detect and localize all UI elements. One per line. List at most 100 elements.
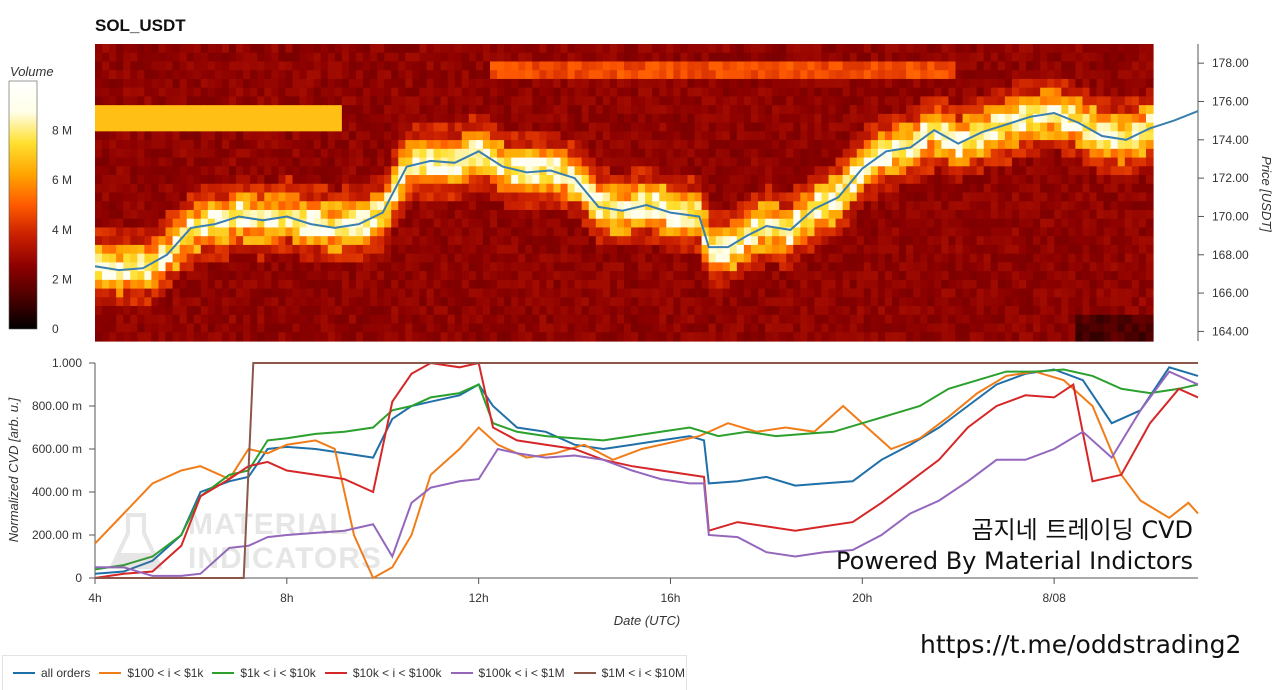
- heatmap-cell: [560, 209, 569, 220]
- heatmap-cell: [701, 306, 710, 316]
- heatmap-cell: [1103, 306, 1112, 316]
- heatmap-cell: [779, 122, 787, 132]
- heatmap-cell: [1103, 262, 1112, 272]
- heatmap-cell: [257, 236, 265, 246]
- heatmap-cell: [616, 288, 625, 298]
- heatmap-cell: [341, 262, 350, 272]
- heatmap-cell: [906, 44, 914, 54]
- heatmap-cell: [292, 61, 301, 71]
- heatmap-cell: [631, 87, 639, 98]
- heatmap-cell: [567, 175, 576, 185]
- heatmap-cell: [377, 192, 385, 202]
- heatmap-cell: [102, 271, 110, 281]
- heatmap-cell: [320, 218, 329, 229]
- heatmap-cell: [1011, 306, 1020, 316]
- heatmap-cell: [1040, 148, 1048, 159]
- heatmap-cell: [560, 218, 569, 229]
- heatmap-cell: [229, 52, 237, 63]
- heatmap-cell: [489, 253, 498, 263]
- heatmap-cell: [363, 288, 371, 298]
- heatmap-cell: [264, 323, 272, 333]
- heatmap-cell: [172, 332, 181, 342]
- heatmap-cell: [257, 44, 265, 54]
- heatmap-cell: [165, 297, 174, 307]
- heatmap-cell: [525, 61, 533, 71]
- heatmap-cell: [758, 332, 766, 342]
- heatmap-cell: [969, 314, 978, 325]
- heatmap-cell: [863, 236, 872, 246]
- heatmap-cell: [553, 306, 562, 316]
- heatmap-cell: [398, 96, 406, 106]
- heatmap-cell: [151, 140, 160, 150]
- heatmap-cell: [800, 175, 808, 185]
- heatmap-cell: [1075, 279, 1084, 290]
- heatmap-cell: [482, 131, 491, 141]
- heatmap-cell: [405, 61, 413, 71]
- heatmap-cell: [144, 148, 153, 159]
- heatmap-cell: [348, 227, 357, 237]
- heatmap-cell: [348, 323, 357, 333]
- heatmap-cell: [758, 122, 766, 132]
- heatmap-cell: [736, 122, 745, 132]
- heatmap-cell: [1033, 87, 1041, 98]
- heatmap-cell: [158, 140, 167, 150]
- heatmap-cell: [701, 209, 710, 220]
- heatmap-cell: [123, 244, 131, 255]
- heatmap-cell: [807, 271, 816, 281]
- heatmap-cell: [186, 271, 195, 281]
- heatmap-cell: [673, 218, 682, 229]
- heatmap-cell: [475, 175, 484, 185]
- heatmap-cell: [412, 105, 421, 115]
- heatmap-cell: [1033, 209, 1041, 220]
- heatmap-cell: [821, 332, 830, 342]
- heatmap-cell: [264, 236, 272, 246]
- heatmap-cell: [313, 253, 322, 263]
- heatmap-cell: [687, 227, 696, 237]
- heatmap-cell: [1103, 183, 1112, 194]
- heatmap-cell: [334, 332, 343, 342]
- heatmap-cell: [814, 279, 823, 290]
- heatmap-cell: [835, 78, 844, 89]
- heatmap-cell: [186, 314, 195, 325]
- heatmap-cell: [489, 236, 498, 246]
- heatmap-cell: [934, 288, 942, 298]
- heatmap-cell: [807, 148, 816, 159]
- heatmap-cell: [708, 288, 717, 298]
- heatmap-cell: [708, 61, 717, 71]
- heatmap-cell: [835, 87, 844, 98]
- heatmap-cell: [454, 201, 463, 211]
- heatmap-cell: [1068, 105, 1077, 115]
- heatmap-cell: [609, 201, 618, 211]
- heatmap-cell: [1110, 105, 1119, 115]
- heatmap-cell: [355, 201, 364, 211]
- heatmap-cell: [1096, 61, 1105, 71]
- heatmap-cell: [842, 148, 851, 159]
- heatmap-cell: [1061, 122, 1069, 132]
- heatmap-cell: [743, 332, 752, 342]
- heatmap-cell: [990, 166, 999, 176]
- heatmap-cell: [701, 201, 710, 211]
- heatmap-cell: [758, 157, 766, 167]
- heatmap-cell: [229, 157, 237, 167]
- heatmap-cell: [828, 271, 837, 281]
- heatmap-cell: [363, 323, 371, 333]
- heatmap-cell: [405, 183, 413, 194]
- heatmap-cell: [750, 218, 759, 229]
- heatmap-cell: [1040, 314, 1048, 325]
- heatmap-cell: [130, 175, 138, 185]
- heatmap-cell: [257, 271, 265, 281]
- heatmap-cell: [306, 209, 315, 220]
- heatmap-cell: [468, 52, 477, 63]
- heatmap-cell: [1018, 183, 1027, 194]
- heatmap-cell: [221, 166, 230, 176]
- heatmap-cell: [673, 288, 682, 298]
- heatmap-cell: [320, 175, 329, 185]
- heatmap-cell: [553, 323, 562, 333]
- heatmap-cell: [687, 262, 696, 272]
- heatmap-cell: [546, 52, 555, 63]
- heatmap-cell: [475, 236, 484, 246]
- heatmap-cell: [504, 105, 512, 115]
- heatmap-cell: [299, 271, 308, 281]
- heatmap-cell: [264, 201, 272, 211]
- heatmap-cell: [715, 105, 724, 115]
